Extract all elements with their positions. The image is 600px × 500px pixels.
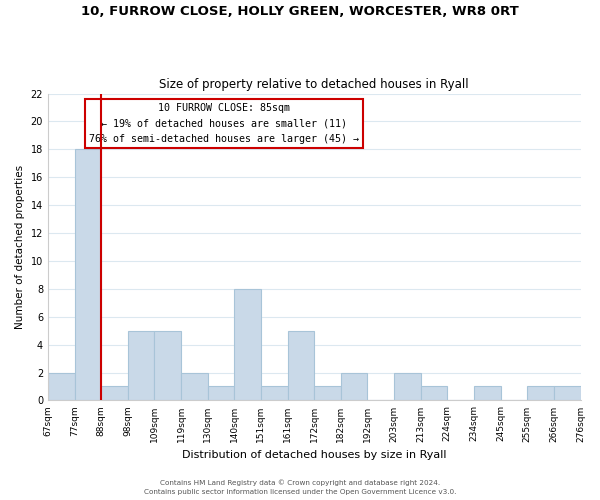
Bar bbox=[554, 386, 581, 400]
Y-axis label: Number of detached properties: Number of detached properties bbox=[15, 165, 25, 329]
Bar bbox=[48, 372, 74, 400]
Bar bbox=[235, 289, 261, 401]
Text: 10, FURROW CLOSE, HOLLY GREEN, WORCESTER, WR8 0RT: 10, FURROW CLOSE, HOLLY GREEN, WORCESTER… bbox=[81, 5, 519, 18]
Bar bbox=[181, 372, 208, 400]
Bar bbox=[128, 330, 154, 400]
Bar bbox=[314, 386, 341, 400]
Text: 10 FURROW CLOSE: 85sqm
← 19% of detached houses are smaller (11)
76% of semi-det: 10 FURROW CLOSE: 85sqm ← 19% of detached… bbox=[89, 103, 359, 144]
Bar bbox=[74, 150, 101, 400]
Bar bbox=[208, 386, 235, 400]
Bar bbox=[527, 386, 554, 400]
Text: Contains HM Land Registry data © Crown copyright and database right 2024.
Contai: Contains HM Land Registry data © Crown c… bbox=[144, 480, 456, 495]
Bar bbox=[421, 386, 448, 400]
Bar bbox=[474, 386, 500, 400]
Bar bbox=[341, 372, 367, 400]
Bar bbox=[261, 386, 287, 400]
Bar bbox=[154, 330, 181, 400]
Bar bbox=[101, 386, 128, 400]
Bar bbox=[287, 330, 314, 400]
Bar bbox=[394, 372, 421, 400]
X-axis label: Distribution of detached houses by size in Ryall: Distribution of detached houses by size … bbox=[182, 450, 446, 460]
Title: Size of property relative to detached houses in Ryall: Size of property relative to detached ho… bbox=[160, 78, 469, 91]
